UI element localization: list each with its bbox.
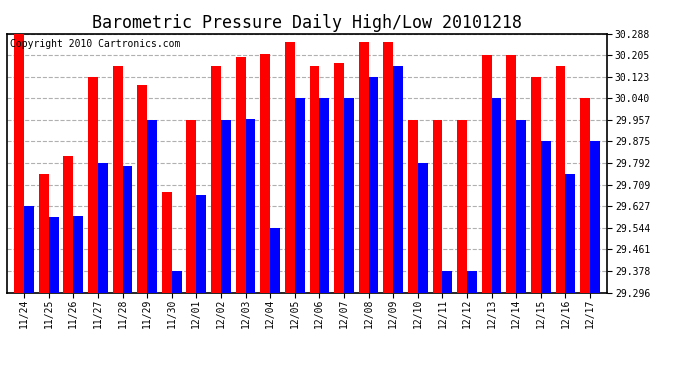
Bar xyxy=(63,156,73,292)
Bar xyxy=(197,195,206,292)
Text: Copyright 2010 Cartronics.com: Copyright 2010 Cartronics.com xyxy=(10,39,180,49)
Bar xyxy=(270,228,280,292)
Bar xyxy=(221,120,230,292)
Bar xyxy=(123,166,132,292)
Bar xyxy=(334,63,344,292)
Bar xyxy=(246,119,255,292)
Bar xyxy=(88,77,98,292)
Bar xyxy=(98,163,108,292)
Bar xyxy=(236,57,246,292)
Bar xyxy=(491,99,502,292)
Bar xyxy=(541,141,551,292)
Bar xyxy=(14,34,24,292)
Bar xyxy=(310,66,319,292)
Bar xyxy=(442,271,452,292)
Bar xyxy=(531,77,541,292)
Bar xyxy=(393,66,403,292)
Bar xyxy=(49,217,59,292)
Bar xyxy=(368,77,378,292)
Title: Barometric Pressure Daily High/Low 20101218: Barometric Pressure Daily High/Low 20101… xyxy=(92,14,522,32)
Bar xyxy=(555,66,565,292)
Bar xyxy=(186,120,197,292)
Bar xyxy=(39,174,49,292)
Bar xyxy=(433,120,442,292)
Bar xyxy=(24,206,34,292)
Bar xyxy=(172,271,181,292)
Bar xyxy=(408,120,417,292)
Bar xyxy=(73,216,83,292)
Bar xyxy=(580,99,590,292)
Bar xyxy=(359,42,368,292)
Bar xyxy=(516,120,526,292)
Bar xyxy=(506,56,516,292)
Bar xyxy=(295,99,304,292)
Bar xyxy=(565,174,575,292)
Bar xyxy=(482,56,491,292)
Bar xyxy=(260,54,270,292)
Bar xyxy=(590,141,600,292)
Bar xyxy=(319,99,329,292)
Bar xyxy=(162,192,172,292)
Bar xyxy=(147,120,157,292)
Bar xyxy=(384,42,393,292)
Bar xyxy=(211,66,221,292)
Bar xyxy=(344,99,354,292)
Bar xyxy=(417,163,428,292)
Bar xyxy=(457,120,467,292)
Bar xyxy=(285,42,295,292)
Bar xyxy=(112,66,123,292)
Bar xyxy=(137,86,147,292)
Bar xyxy=(467,271,477,292)
